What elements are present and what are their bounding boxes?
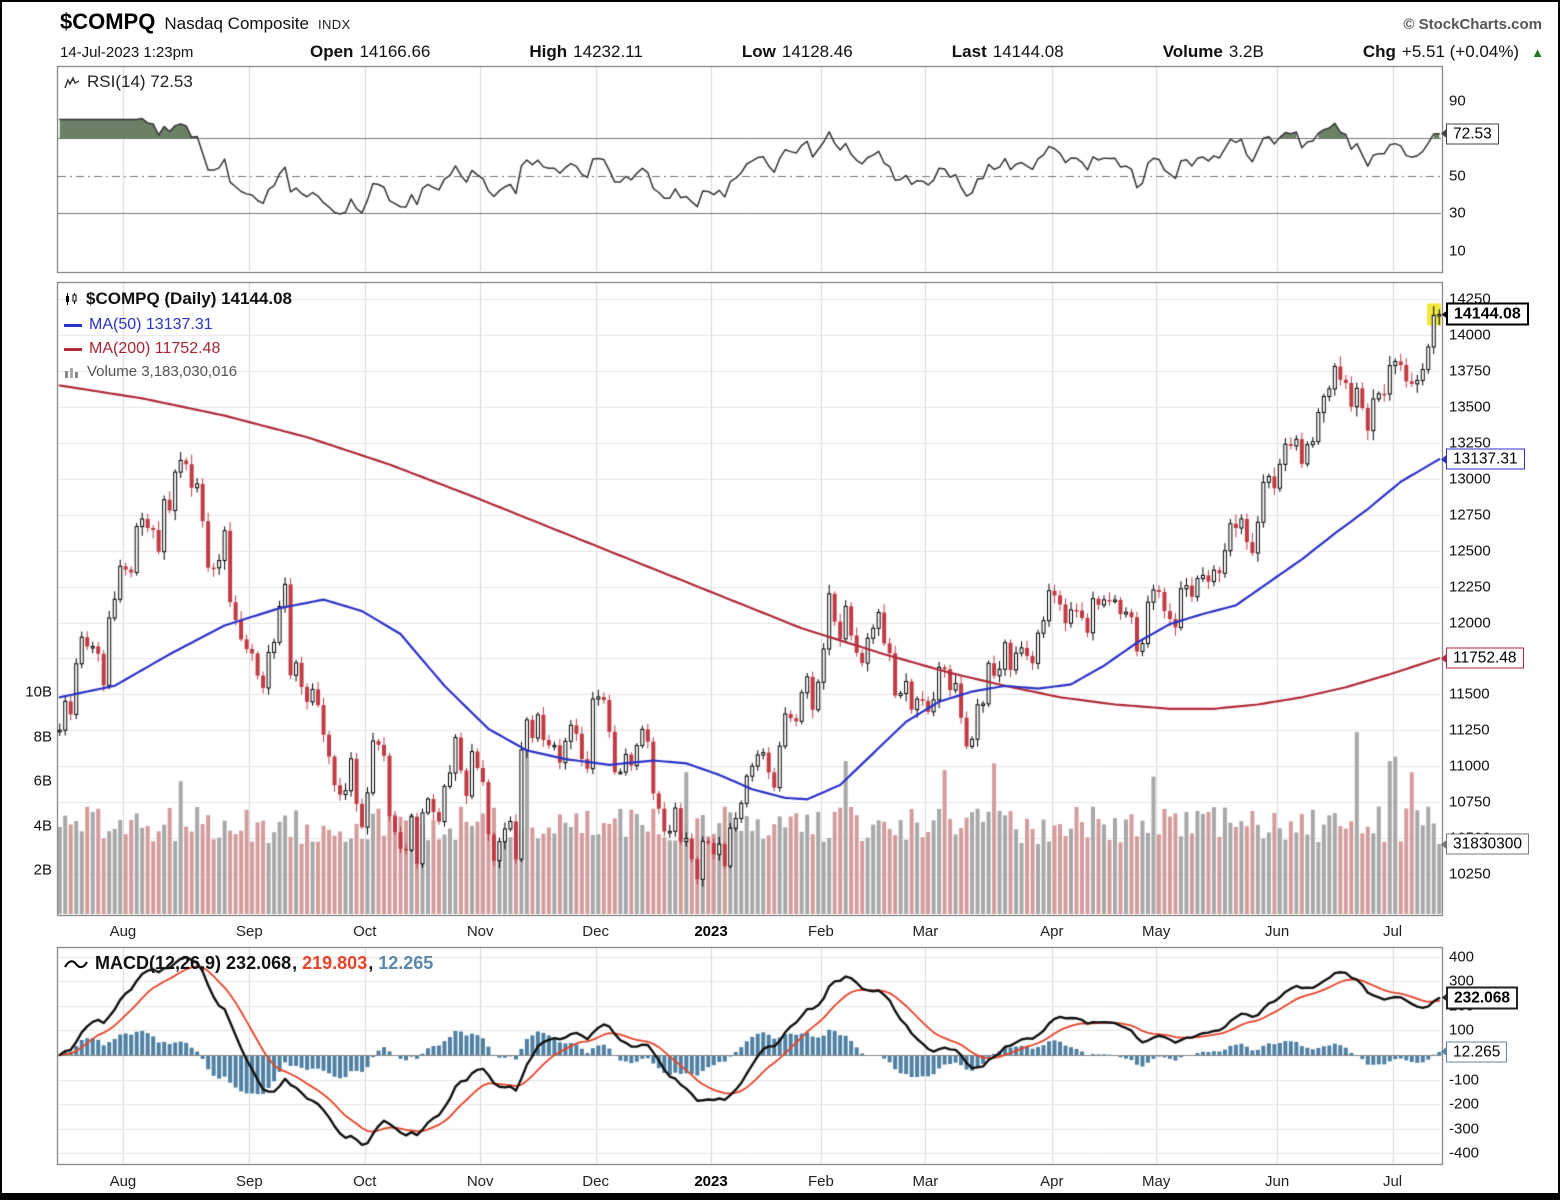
quote-field-volume: Volume 3.2B [1162,42,1264,61]
symbol-name: Nasdaq Composite [164,14,309,33]
macd-legend-icon [64,959,88,968]
symbol: $COMPQ [60,9,156,34]
quote-field-high: High 14232.11 [529,42,643,61]
price-legend-label: $COMPQ (Daily) 14144.08 [86,289,292,308]
ma50-line-icon [64,323,82,327]
quote-field-chg: Chg +5.51 (+0.04%) [1362,42,1520,61]
ma200-legend: MA(200) 11752.48 [64,340,220,358]
ma50-legend: MA(50) 13137.31 [64,316,213,334]
symbol-title: $COMPQ Nasdaq Composite INDX [60,9,351,35]
exchange-label: INDX [317,17,351,32]
macd-legend-sep: , [292,953,298,973]
price-legend: $COMPQ (Daily) 14144.08 [64,289,292,309]
ma200-line-icon [64,347,82,351]
ma200-legend-label: MA(200) 11752.48 [89,340,221,357]
chart-header: $COMPQ Nasdaq Composite INDX © StockCharts… [2,2,1558,62]
quote-fields: Open 14166.66 High 14232.11 Low 14128.46 La… [310,42,1529,62]
macd-legend-value: 232.068 [226,953,292,973]
macd-legend: MACD(12,26,9) 232.068, 219.803, 12.265 [64,953,433,974]
quote-field-open: Open 14166.66 [310,42,431,61]
header-title-row: $COMPQ Nasdaq Composite INDX © StockCharts… [2,2,1558,35]
macd-hist-value: 12.265 [378,953,434,973]
quote-field-low: Low 14128.46 [741,42,853,61]
rsi-legend-icon [64,75,80,88]
header-quote-row: 14-Jul-2023 1:23pm Open 14166.66 High 1423… [2,35,1558,62]
volume-legend: Volume 3,183,030,016 [64,363,237,380]
timestamp: 14-Jul-2023 1:23pm [60,44,194,61]
macd-legend-name: MACD(12,26,9) [95,953,222,973]
volume-legend-icon [65,367,78,378]
rsi-legend: RSI(14) 72.53 [64,72,193,92]
quote-field-last: Last 14144.08 [951,42,1064,61]
rsi-legend-label: RSI(14) 72.53 [87,72,193,91]
macd-signal-value: 219.803 [302,953,368,973]
volume-legend-label: Volume 3,183,030,016 [87,363,238,380]
change-up-icon: ▲ [1531,45,1544,60]
ma50-legend-label: MA(50) 13137.31 [89,316,213,333]
candles-legend-icon [66,293,77,305]
stockcharts-credit: © StockCharts.com [1403,16,1542,33]
macd-legend-sep2: , [368,953,374,973]
